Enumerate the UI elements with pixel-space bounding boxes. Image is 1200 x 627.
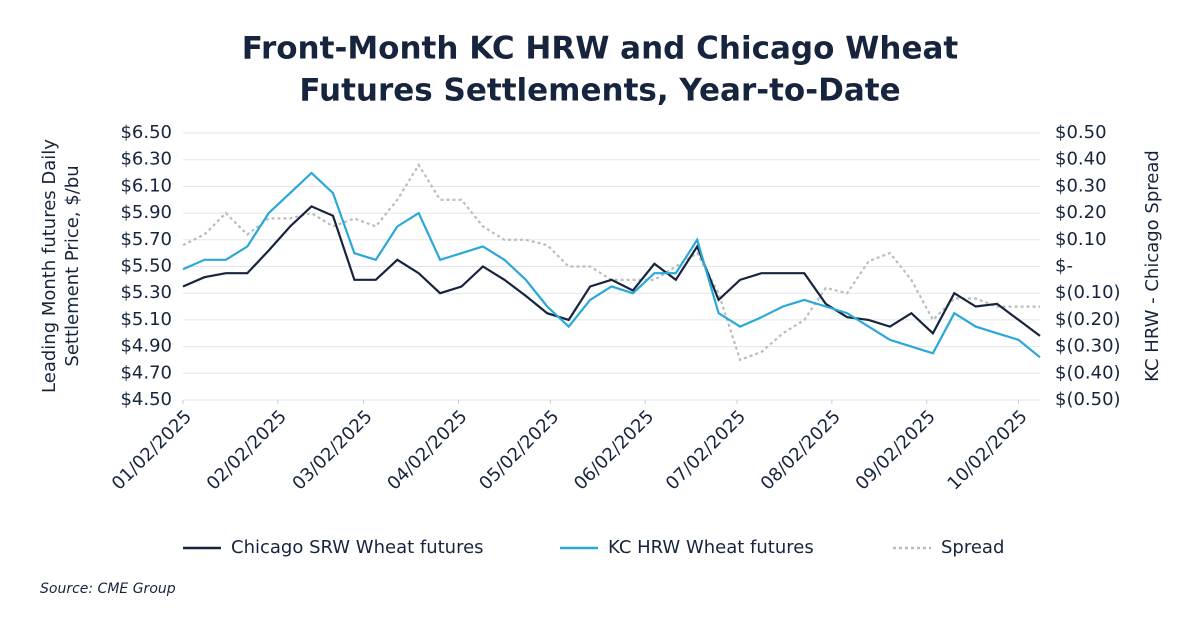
chart-title: Front-Month KC HRW and Chicago Wheat [242, 31, 959, 67]
y2-tick-label: $(0.30) [1055, 336, 1121, 357]
y-tick-label: $4.50 [120, 389, 172, 410]
y2-tick-label: $0.10 [1055, 229, 1107, 250]
y-tick-label: $5.70 [120, 229, 172, 250]
legend-label: KC HRW Wheat futures [608, 537, 814, 558]
y-tick-label: $4.70 [120, 362, 172, 383]
chart-title: Futures Settlements, Year-to-Date [299, 73, 900, 109]
y-tick-label: $5.90 [120, 202, 172, 223]
y2-tick-label: $0.20 [1055, 202, 1107, 223]
y2-tick-label: $0.30 [1055, 175, 1107, 196]
y-tick-label: $4.90 [120, 336, 172, 357]
y2-tick-label: $(0.40) [1055, 362, 1121, 383]
y2-tick-label: $(0.10) [1055, 282, 1121, 303]
y-axis-title: Settlement Price, $/bu [62, 165, 83, 366]
y-tick-label: $6.30 [120, 149, 172, 170]
source: Source: CME Group [40, 581, 176, 597]
y2-axis-title: KC HRW - Chicago Spread [1142, 150, 1163, 382]
y-tick-label: $6.50 [120, 122, 172, 143]
y2-tick-label: $0.40 [1055, 149, 1107, 170]
x-tick-label: 06/02/2025 [570, 406, 658, 494]
y2-tick-label: $0.50 [1055, 122, 1107, 143]
x-tick-label: 04/02/2025 [383, 406, 471, 494]
y-tick-label: $5.50 [120, 256, 172, 277]
x-tick-label: 07/02/2025 [662, 406, 750, 494]
legend-label: Spread [941, 537, 1004, 558]
y-axis-title: Leading Month futures Daily [39, 139, 60, 393]
series-line [182, 162, 1040, 362]
y-tick-label: $6.10 [120, 175, 172, 196]
x-tick-label: 03/02/2025 [288, 406, 376, 494]
series-line [182, 205, 1041, 337]
y-tick-label: $5.30 [120, 282, 172, 303]
legend-label: Chicago SRW Wheat futures [231, 537, 484, 558]
y2-tick-label: $(0.50) [1055, 389, 1121, 410]
y2-tick-label: $(0.20) [1055, 309, 1121, 330]
x-tick-label: 01/02/2025 [108, 406, 196, 494]
series-line [182, 171, 1041, 359]
x-tick-label: 02/02/2025 [203, 406, 291, 494]
x-tick-label: 10/02/2025 [943, 406, 1031, 494]
x-tick-label: 09/02/2025 [852, 406, 940, 494]
x-tick-label: 05/02/2025 [475, 406, 563, 494]
y-tick-label: $5.10 [120, 309, 172, 330]
x-tick-label: 08/02/2025 [757, 406, 845, 494]
y2-tick-label: $- [1055, 256, 1073, 277]
